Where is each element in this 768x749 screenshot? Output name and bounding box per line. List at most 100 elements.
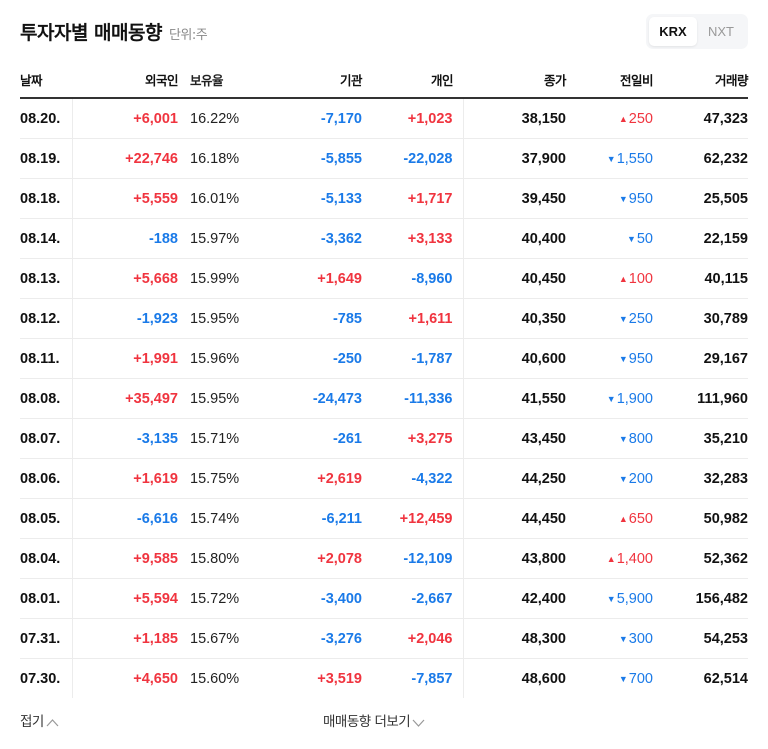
cell-volume: 40,115 (653, 258, 748, 299)
cell-holding-ratio: 16.01% (178, 178, 268, 219)
column-header-holding-ratio: 보유율 (178, 70, 268, 99)
cell-change: ▼5,900 (566, 578, 653, 619)
change-value: 1,550 (616, 150, 653, 167)
cell-foreign-net: +4,650 (133, 670, 178, 687)
cell-individual-net: -1,787 (362, 338, 464, 379)
cell-close-price: 40,450 (463, 258, 566, 299)
cell-foreign-net: +1,991 (72, 338, 178, 379)
cell-institution-net: +1,649 (268, 258, 362, 299)
cell-holding-ratio: 15.67% (178, 618, 268, 659)
cell-individual-net: -22,028 (362, 138, 464, 179)
cell-holding-ratio: 15.95% (178, 378, 268, 419)
cell-holding-ratio: 15.75% (178, 458, 268, 499)
market-option-nxt[interactable]: NXT (708, 24, 734, 39)
cell-date: 08.20. (20, 98, 73, 139)
cell-individual-net: -2,667 (362, 578, 464, 619)
cell-volume: 25,505 (653, 178, 748, 219)
column-header-date: 날짜 (20, 70, 72, 99)
cell-institution-net: -24,473 (268, 378, 362, 419)
cell-volume: 35,210 (653, 418, 748, 459)
cell-change: ▼50 (566, 218, 653, 259)
table-row: 08.08. +35,497 15.95% -24,473 -11,336 41,550 ▼… (20, 378, 748, 419)
cell-date: 08.06. (20, 458, 73, 499)
cell-foreign-net: +6,001 (72, 98, 178, 139)
down-triangle-icon: ▼ (618, 633, 628, 644)
column-header-volume: 거래량 (653, 70, 749, 99)
cell-volume: 62,232 (653, 138, 748, 179)
cell-change: ▼700 (566, 659, 653, 699)
up-triangle-icon: ▲ (618, 513, 628, 524)
change-value: 5,900 (616, 590, 653, 607)
cell-volume: 50,982 (653, 498, 748, 539)
change-value: 1,900 (616, 390, 653, 407)
cell-holding-ratio: 15.95% (178, 298, 268, 339)
cell-change: ▲650 (566, 498, 653, 539)
cell-change: ▼1,550 (566, 138, 653, 179)
cell-change: ▼950 (566, 338, 653, 379)
fold-button[interactable]: 접기 (20, 710, 59, 730)
cell-date: 08.19. (20, 138, 73, 179)
cell-institution-net: -7,170 (268, 98, 362, 139)
trading-trend-table: 날짜 외국인 보유율 기관 개인 종가 전일비 거래량 08.20. +6,001… (20, 70, 749, 698)
table-row: 08.20. +6,001 16.22% -7,170 +1,023 38,150 ▲250… (20, 98, 748, 139)
cell-institution-net: +2,619 (268, 458, 362, 499)
cell-foreign-net: +1,185 (72, 618, 178, 659)
cell-close-price: 48,600 (521, 670, 566, 687)
change-value: 950 (628, 190, 653, 207)
down-triangle-icon: ▼ (618, 313, 628, 324)
table-row: 08.07. -3,135 15.71% -261 +3,275 43,450 ▼800 35… (20, 418, 748, 459)
table-row: 08.11. +1,991 15.96% -250 -1,787 40,600 ▼950 29… (20, 338, 748, 379)
cell-volume: 156,482 (653, 578, 748, 619)
cell-institution-net: -785 (268, 298, 362, 339)
change-value: 800 (628, 430, 653, 447)
cell-foreign-net: +9,585 (72, 538, 178, 579)
chevron-up-icon (46, 718, 59, 726)
down-triangle-icon: ▼ (606, 393, 616, 404)
cell-institution-net: +3,519 (317, 670, 362, 687)
cell-foreign-net: -188 (72, 218, 178, 259)
down-triangle-icon: ▼ (606, 153, 616, 164)
table-body: 08.20. +6,001 16.22% -7,170 +1,023 38,150 ▲250… (20, 98, 748, 698)
cell-holding-ratio: 15.80% (178, 538, 268, 579)
cell-volume: 22,159 (653, 218, 748, 259)
table-row: 07.30. +4,650 15.60% +3,519 -7,857 48,600 ▼700… (20, 658, 748, 699)
cell-foreign-net: +22,746 (72, 138, 178, 179)
change-value: 200 (628, 470, 653, 487)
cell-institution-net: -250 (268, 338, 362, 379)
cell-close-price: 48,300 (463, 618, 566, 659)
cell-date: 08.07. (20, 418, 73, 459)
cell-change: ▼950 (566, 178, 653, 219)
cell-individual-net: +12,459 (362, 498, 464, 539)
more-trading-trend-button[interactable]: 매매동향 더보기 (323, 710, 425, 730)
cell-close-price: 40,600 (463, 338, 566, 379)
change-value: 250 (628, 110, 653, 127)
cell-individual-net: +3,133 (362, 218, 464, 259)
cell-institution-net: -3,362 (268, 218, 362, 259)
cell-change: ▲100 (566, 258, 653, 299)
market-toggle: KRX NXT (646, 14, 748, 49)
up-triangle-icon: ▲ (618, 273, 628, 284)
cell-institution-net: -6,211 (268, 498, 362, 539)
column-header-individual: 개인 (362, 70, 463, 99)
change-value: 650 (628, 510, 653, 527)
cell-date: 08.14. (20, 218, 73, 259)
down-triangle-icon: ▼ (626, 233, 636, 244)
cell-close-price: 44,450 (463, 498, 566, 539)
table-row: 07.31. +1,185 15.67% -3,276 +2,046 48,300 ▼300… (20, 618, 748, 659)
cell-holding-ratio: 16.22% (178, 98, 268, 139)
cell-volume: 30,789 (653, 298, 748, 339)
table-header-row: 날짜 외국인 보유율 기관 개인 종가 전일비 거래량 (20, 70, 749, 99)
cell-change: ▼250 (566, 298, 653, 339)
cell-holding-ratio: 15.71% (178, 418, 268, 459)
cell-institution-net: -5,855 (268, 138, 362, 179)
cell-individual-net: +1,611 (362, 298, 464, 339)
cell-close-price: 44,250 (463, 458, 566, 499)
table-row: 08.01. +5,594 15.72% -3,400 -2,667 42,400 ▼5,9… (20, 578, 748, 619)
cell-individual-net: +3,275 (362, 418, 464, 459)
cell-date: 07.30. (20, 658, 73, 698)
more-label: 매매동향 더보기 (323, 714, 411, 730)
column-header-foreign: 외국인 (72, 70, 179, 99)
table-footer: 접기 매매동향 더보기 (0, 710, 768, 734)
cell-change: ▼800 (566, 418, 653, 459)
market-option-krx[interactable]: KRX (649, 17, 697, 46)
